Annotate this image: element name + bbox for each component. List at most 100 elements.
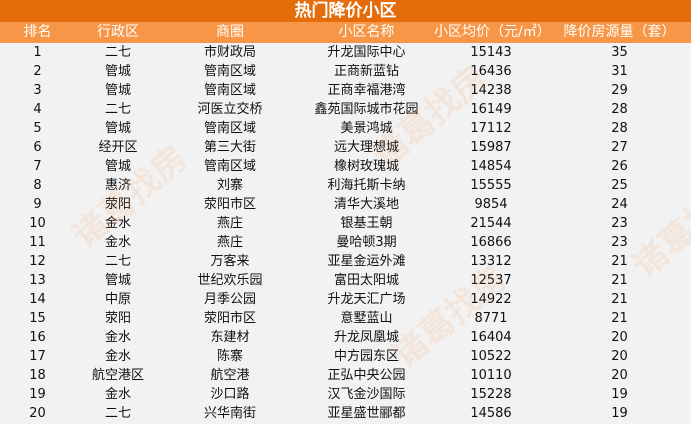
price-drop-table: 排名 行政区 商圈 小区名称 小区均价（元/㎡） 降价房源量（套） 1 二七 市财政局 升龙国际… — [0, 22, 691, 423]
cell-drop-count: 19 — [611, 406, 628, 421]
cell-community-name: 正商幸福港湾 — [327, 83, 406, 98]
cell-business-area: 陈寨 — [216, 349, 243, 364]
cell-district: 金水 — [104, 387, 131, 402]
cell-community-name: 美景鸿城 — [340, 121, 393, 136]
cell-rank: 20 — [29, 406, 46, 421]
column-header-business-area: 商圈 — [161, 22, 299, 43]
cell-rank: 1 — [33, 45, 42, 60]
cell-avg-price: 16866 — [470, 235, 512, 250]
column-header-rank: 排名 — [0, 22, 75, 43]
cell-community-name: 升龙天汇广场 — [327, 292, 406, 307]
cell-community-name: 意墅蓝山 — [340, 311, 393, 326]
cell-rank: 19 — [29, 387, 46, 402]
cell-district: 金水 — [104, 235, 131, 250]
cell-avg-price: 15987 — [470, 140, 512, 155]
cell-business-area: 管南区域 — [203, 64, 256, 79]
cell-drop-count: 20 — [611, 349, 628, 364]
cell-district: 经开区 — [98, 140, 138, 155]
cell-avg-price: 16404 — [470, 330, 512, 345]
table-row: 13 管城 世纪欢乐园 富田太阳城 12537 21 — [0, 271, 691, 290]
cell-district: 管城 — [104, 159, 131, 174]
cell-drop-count: 21 — [611, 292, 628, 307]
table-row: 4 二七 河医立交桥 鑫苑国际城市花园 16149 28 — [0, 100, 691, 119]
cell-avg-price: 16149 — [470, 102, 512, 117]
cell-community-name: 汉飞金沙国际 — [327, 387, 406, 402]
table-row: 2 管城 管南区域 正商新蓝钻 16436 31 — [0, 62, 691, 81]
cell-district: 二七 — [104, 406, 131, 421]
table-row: 3 管城 管南区域 正商幸福港湾 14238 29 — [0, 81, 691, 100]
cell-community-name: 升龙国际中心 — [327, 45, 406, 60]
cell-community-name: 鑫苑国际城市花园 — [314, 102, 419, 117]
cell-community-name: 正弘中央公园 — [327, 368, 406, 383]
cell-rank: 8 — [33, 178, 42, 193]
cell-community-name: 亚星盛世郦都 — [327, 406, 406, 421]
cell-drop-count: 21 — [611, 311, 628, 326]
table-row: 12 二七 万客来 亚星金运外滩 13312 21 — [0, 252, 691, 271]
cell-rank: 3 — [33, 83, 42, 98]
cell-district: 二七 — [104, 254, 131, 269]
table-row: 14 中原 月季公园 升龙天汇广场 14922 21 — [0, 290, 691, 309]
cell-community-name: 曼哈顿3期 — [336, 235, 397, 250]
cell-business-area: 万客来 — [210, 254, 250, 269]
cell-avg-price: 21544 — [470, 216, 512, 231]
cell-business-area: 燕庄 — [216, 216, 243, 231]
cell-district: 管城 — [104, 83, 131, 98]
cell-district: 二七 — [104, 102, 131, 117]
cell-drop-count: 35 — [611, 45, 628, 60]
table-row: 9 荥阳 荥阳市区 清华大溪地 9854 24 — [0, 195, 691, 214]
header-row: 排名 行政区 商圈 小区名称 小区均价（元/㎡） 降价房源量（套） — [0, 22, 691, 43]
table-row: 19 金水 沙口路 汉飞金沙国际 15228 19 — [0, 385, 691, 404]
cell-avg-price: 13312 — [470, 254, 512, 269]
cell-community-name: 升龙凤凰城 — [333, 330, 399, 345]
cell-avg-price: 17112 — [470, 121, 512, 136]
cell-business-area: 燕庄 — [216, 235, 243, 250]
table-row: 6 经开区 第三大街 远大理想城 15987 27 — [0, 138, 691, 157]
cell-rank: 13 — [29, 273, 46, 288]
table-row: 5 管城 管南区域 美景鸿城 17112 28 — [0, 119, 691, 138]
table-row: 11 金水 燕庄 曼哈顿3期 16866 23 — [0, 233, 691, 252]
cell-business-area: 沙口路 — [210, 387, 250, 402]
cell-business-area: 航空港 — [210, 368, 250, 383]
cell-rank: 6 — [33, 140, 42, 155]
table-row: 1 二七 市财政局 升龙国际中心 15143 35 — [0, 43, 691, 62]
cell-avg-price: 9854 — [474, 197, 508, 212]
cell-district: 荥阳 — [104, 197, 131, 212]
cell-rank: 4 — [33, 102, 42, 117]
cell-business-area: 管南区域 — [203, 83, 256, 98]
cell-avg-price: 15228 — [470, 387, 512, 402]
cell-community-name: 亚星金运外滩 — [327, 254, 406, 269]
cell-community-name: 正商新蓝钻 — [333, 64, 399, 79]
cell-rank: 14 — [29, 292, 46, 307]
cell-community-name: 利海托斯卡纳 — [327, 178, 406, 193]
cell-district: 荥阳 — [104, 311, 131, 326]
cell-community-name: 银基王朝 — [340, 216, 393, 231]
table-row: 8 惠济 刘寨 利海托斯卡纳 15555 25 — [0, 176, 691, 195]
cell-district: 金水 — [104, 216, 131, 231]
cell-district: 二七 — [104, 45, 131, 60]
cell-business-area: 河医立交桥 — [197, 102, 263, 117]
cell-avg-price: 15555 — [470, 178, 512, 193]
cell-business-area: 东建材 — [210, 330, 250, 345]
cell-rank: 7 — [33, 159, 42, 174]
cell-district: 管城 — [104, 121, 131, 136]
cell-business-area: 刘寨 — [216, 178, 243, 193]
table-row: 10 金水 燕庄 银基王朝 21544 23 — [0, 214, 691, 233]
table-row: 7 管城 管南区域 橡树玫瑰城 14854 26 — [0, 157, 691, 176]
cell-business-area: 月季公园 — [203, 292, 256, 307]
cell-drop-count: 28 — [611, 102, 628, 117]
table-row: 18 航空港区 航空港 正弘中央公园 10110 20 — [0, 366, 691, 385]
cell-drop-count: 26 — [611, 159, 628, 174]
cell-district: 管城 — [104, 273, 131, 288]
cell-drop-count: 31 — [611, 64, 628, 79]
cell-drop-count: 28 — [611, 121, 628, 136]
cell-avg-price: 15143 — [470, 45, 512, 60]
cell-community-name: 中方园东区 — [333, 349, 399, 364]
cell-community-name: 清华大溪地 — [333, 197, 399, 212]
cell-business-area: 荥阳市区 — [203, 197, 256, 212]
cell-district: 金水 — [104, 349, 131, 364]
cell-avg-price: 12537 — [470, 273, 512, 288]
cell-drop-count: 20 — [611, 368, 628, 383]
cell-rank: 12 — [29, 254, 46, 269]
table-row: 15 荥阳 荥阳市区 意墅蓝山 8771 21 — [0, 309, 691, 328]
cell-avg-price: 10522 — [470, 349, 512, 364]
